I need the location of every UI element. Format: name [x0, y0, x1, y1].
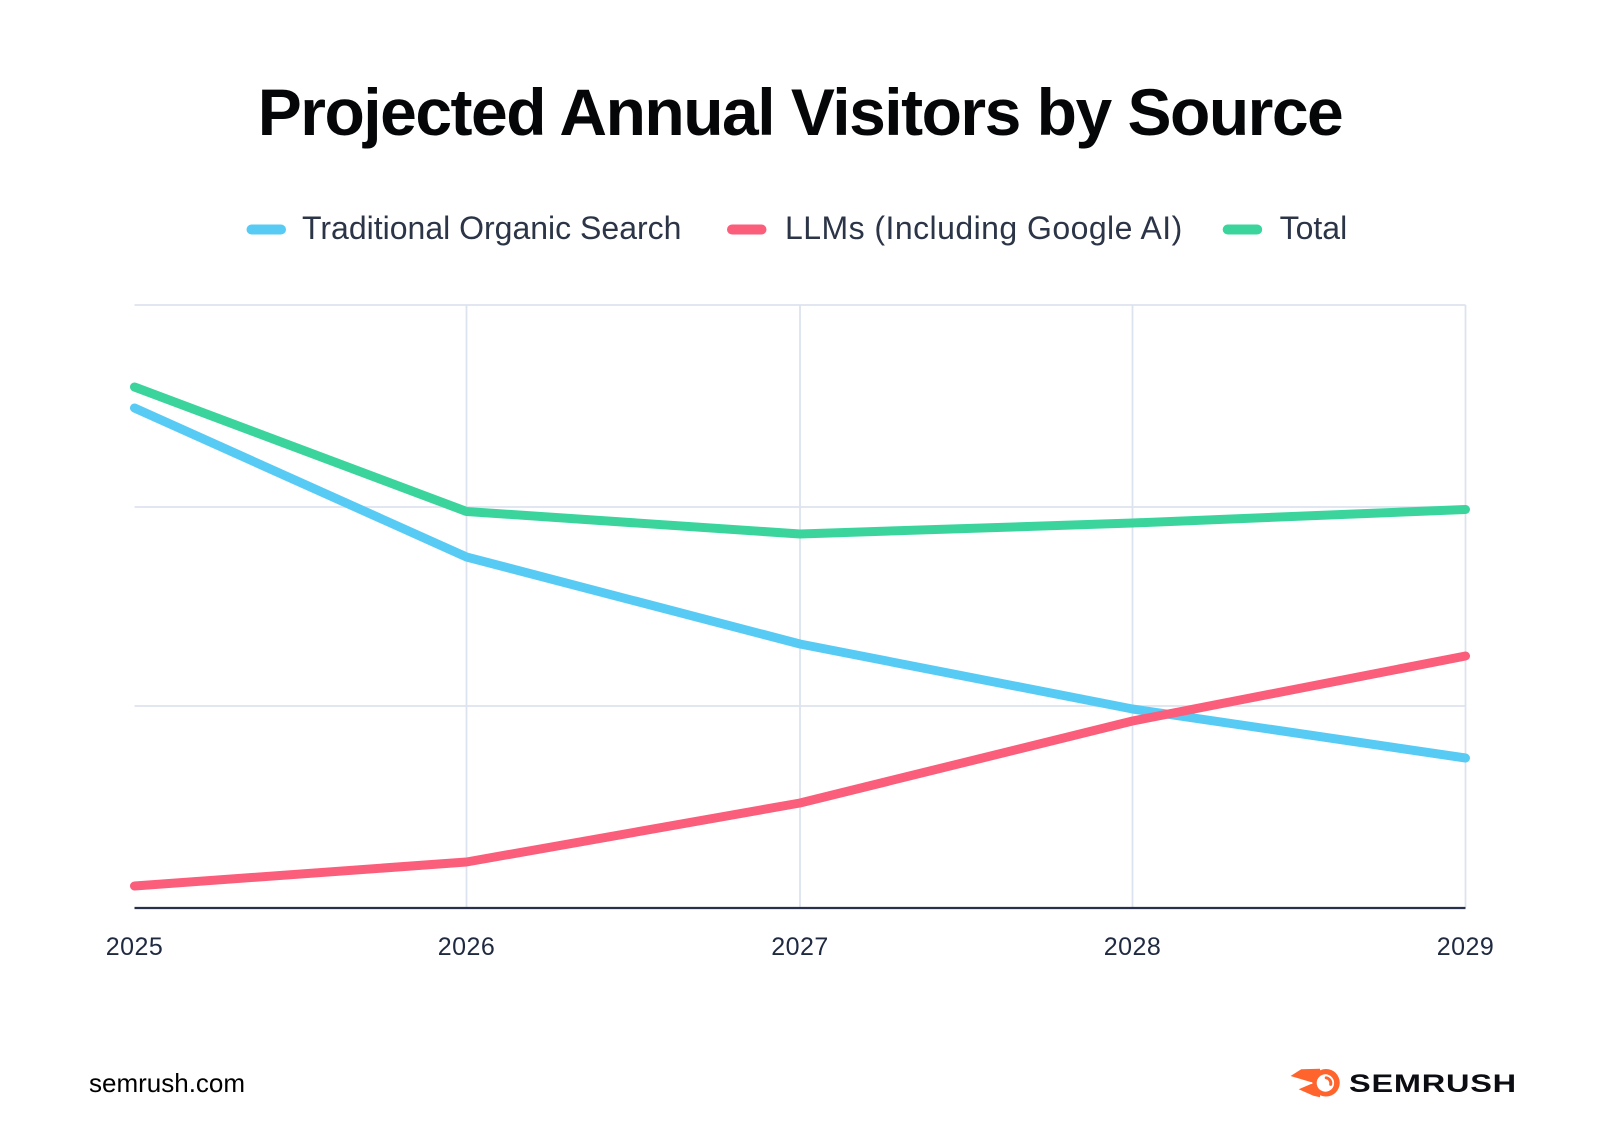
svg-text:2026: 2026: [438, 933, 496, 961]
svg-text:2025: 2025: [106, 933, 164, 961]
svg-text:semrush.com: semrush.com: [89, 1068, 245, 1098]
svg-text:Projected Annual Visitors by S: Projected Annual Visitors by Source: [258, 75, 1343, 149]
svg-text:LLMs (Including Google AI): LLMs (Including Google AI): [785, 210, 1183, 246]
svg-text:2027: 2027: [771, 933, 829, 961]
svg-text:2028: 2028: [1104, 933, 1162, 961]
svg-text:Traditional Organic Search: Traditional Organic Search: [302, 210, 681, 246]
svg-text:SEMRUSH: SEMRUSH: [1349, 1070, 1517, 1098]
svg-text:Total: Total: [1280, 210, 1348, 246]
svg-text:2029: 2029: [1437, 933, 1495, 961]
